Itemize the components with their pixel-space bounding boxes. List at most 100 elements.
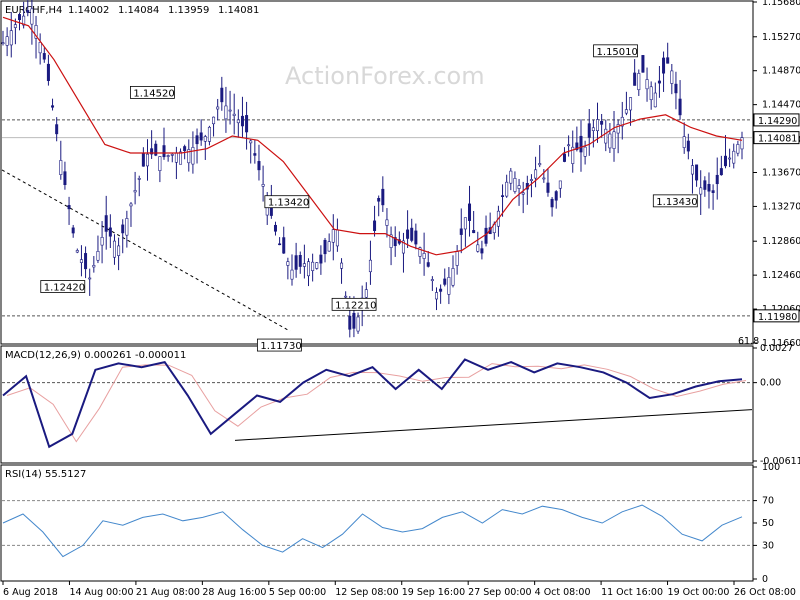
annotation-box bbox=[256, 338, 302, 352]
candle-body bbox=[104, 215, 108, 232]
candle-body bbox=[216, 106, 220, 110]
candle bbox=[612, 111, 616, 162]
candle-body bbox=[245, 115, 249, 133]
candle bbox=[191, 131, 195, 174]
annotation-label: 1.14520 bbox=[133, 88, 174, 99]
x-tick-label: 5 Sep 00:00 bbox=[269, 587, 326, 598]
candle bbox=[166, 154, 170, 162]
candle bbox=[468, 185, 472, 237]
price-label-box bbox=[753, 113, 800, 127]
rsi-line bbox=[2, 504, 743, 558]
candle bbox=[117, 237, 121, 271]
candle bbox=[463, 217, 467, 247]
candle-body bbox=[290, 269, 294, 280]
candle bbox=[71, 224, 75, 238]
candle bbox=[496, 205, 500, 237]
candle-body bbox=[728, 157, 732, 160]
candle bbox=[558, 180, 562, 198]
candle-body bbox=[158, 156, 162, 171]
candle bbox=[18, 12, 22, 31]
candle-body bbox=[558, 180, 562, 189]
candle-body bbox=[302, 263, 306, 267]
candle-body bbox=[212, 116, 216, 125]
candle bbox=[240, 96, 244, 138]
candle-body bbox=[641, 55, 645, 73]
candle bbox=[732, 143, 736, 169]
price-label-box bbox=[753, 131, 800, 145]
candle-body bbox=[199, 132, 203, 141]
candle-body bbox=[406, 229, 410, 239]
candle bbox=[707, 172, 711, 209]
candle-body bbox=[430, 279, 434, 282]
candle bbox=[55, 117, 59, 142]
candle bbox=[307, 258, 311, 287]
candle-body bbox=[166, 155, 170, 157]
candle bbox=[719, 155, 723, 176]
candle-body bbox=[657, 80, 661, 84]
candle bbox=[158, 156, 162, 183]
candle-body bbox=[344, 295, 348, 298]
candle-body bbox=[579, 135, 583, 153]
candle bbox=[501, 184, 505, 217]
candle bbox=[653, 82, 657, 108]
candle-body bbox=[381, 188, 385, 206]
candle bbox=[459, 208, 463, 254]
candle-body bbox=[678, 98, 682, 116]
y-tick-label: 1.13270 bbox=[762, 201, 800, 212]
candle-body bbox=[686, 140, 690, 152]
candle bbox=[278, 237, 282, 246]
candle bbox=[137, 175, 141, 197]
candle bbox=[575, 126, 579, 152]
candle bbox=[397, 231, 401, 246]
candle bbox=[207, 125, 211, 146]
candle-body bbox=[562, 153, 566, 162]
price-label: 1.14081 bbox=[758, 134, 797, 145]
candle bbox=[162, 127, 166, 160]
candle bbox=[703, 176, 707, 197]
candle-body bbox=[711, 190, 715, 193]
candle bbox=[108, 214, 112, 249]
rsi-label: RSI(14) 55.5127 bbox=[5, 469, 86, 480]
candle-body bbox=[88, 277, 92, 280]
candle bbox=[711, 184, 715, 210]
candle-body bbox=[600, 121, 604, 125]
candle-body bbox=[187, 149, 191, 164]
candle bbox=[331, 214, 335, 261]
candle bbox=[170, 152, 174, 163]
candle bbox=[393, 226, 397, 257]
annotation-box bbox=[264, 195, 310, 209]
candle-body bbox=[723, 155, 727, 167]
candle-body bbox=[22, 15, 26, 26]
candle bbox=[401, 232, 405, 273]
candle bbox=[195, 128, 199, 164]
candle-body bbox=[1, 42, 5, 45]
candle-body bbox=[59, 160, 63, 175]
candle bbox=[484, 215, 488, 247]
candle-body bbox=[63, 171, 67, 185]
candle-body bbox=[183, 146, 187, 152]
candle-body bbox=[666, 57, 670, 64]
candle bbox=[59, 140, 63, 180]
candle-body bbox=[616, 124, 620, 134]
candle bbox=[46, 54, 50, 86]
candle-body bbox=[228, 109, 232, 112]
candle-body bbox=[154, 143, 158, 156]
candle bbox=[645, 67, 649, 102]
candle bbox=[42, 47, 46, 63]
candle-body bbox=[323, 239, 327, 255]
candle bbox=[327, 233, 331, 252]
rsi-tick-label: 100 bbox=[762, 462, 780, 473]
candle bbox=[455, 245, 459, 275]
fib-label: 61.8 bbox=[738, 336, 759, 347]
candle bbox=[51, 98, 55, 111]
candle bbox=[608, 123, 612, 153]
annotation-box bbox=[331, 297, 377, 311]
candle bbox=[286, 257, 290, 280]
candle bbox=[699, 170, 703, 215]
candle-body bbox=[133, 190, 137, 193]
candle bbox=[141, 147, 145, 167]
candle bbox=[104, 195, 108, 250]
candle-body bbox=[373, 220, 377, 232]
candle-body bbox=[662, 57, 666, 74]
